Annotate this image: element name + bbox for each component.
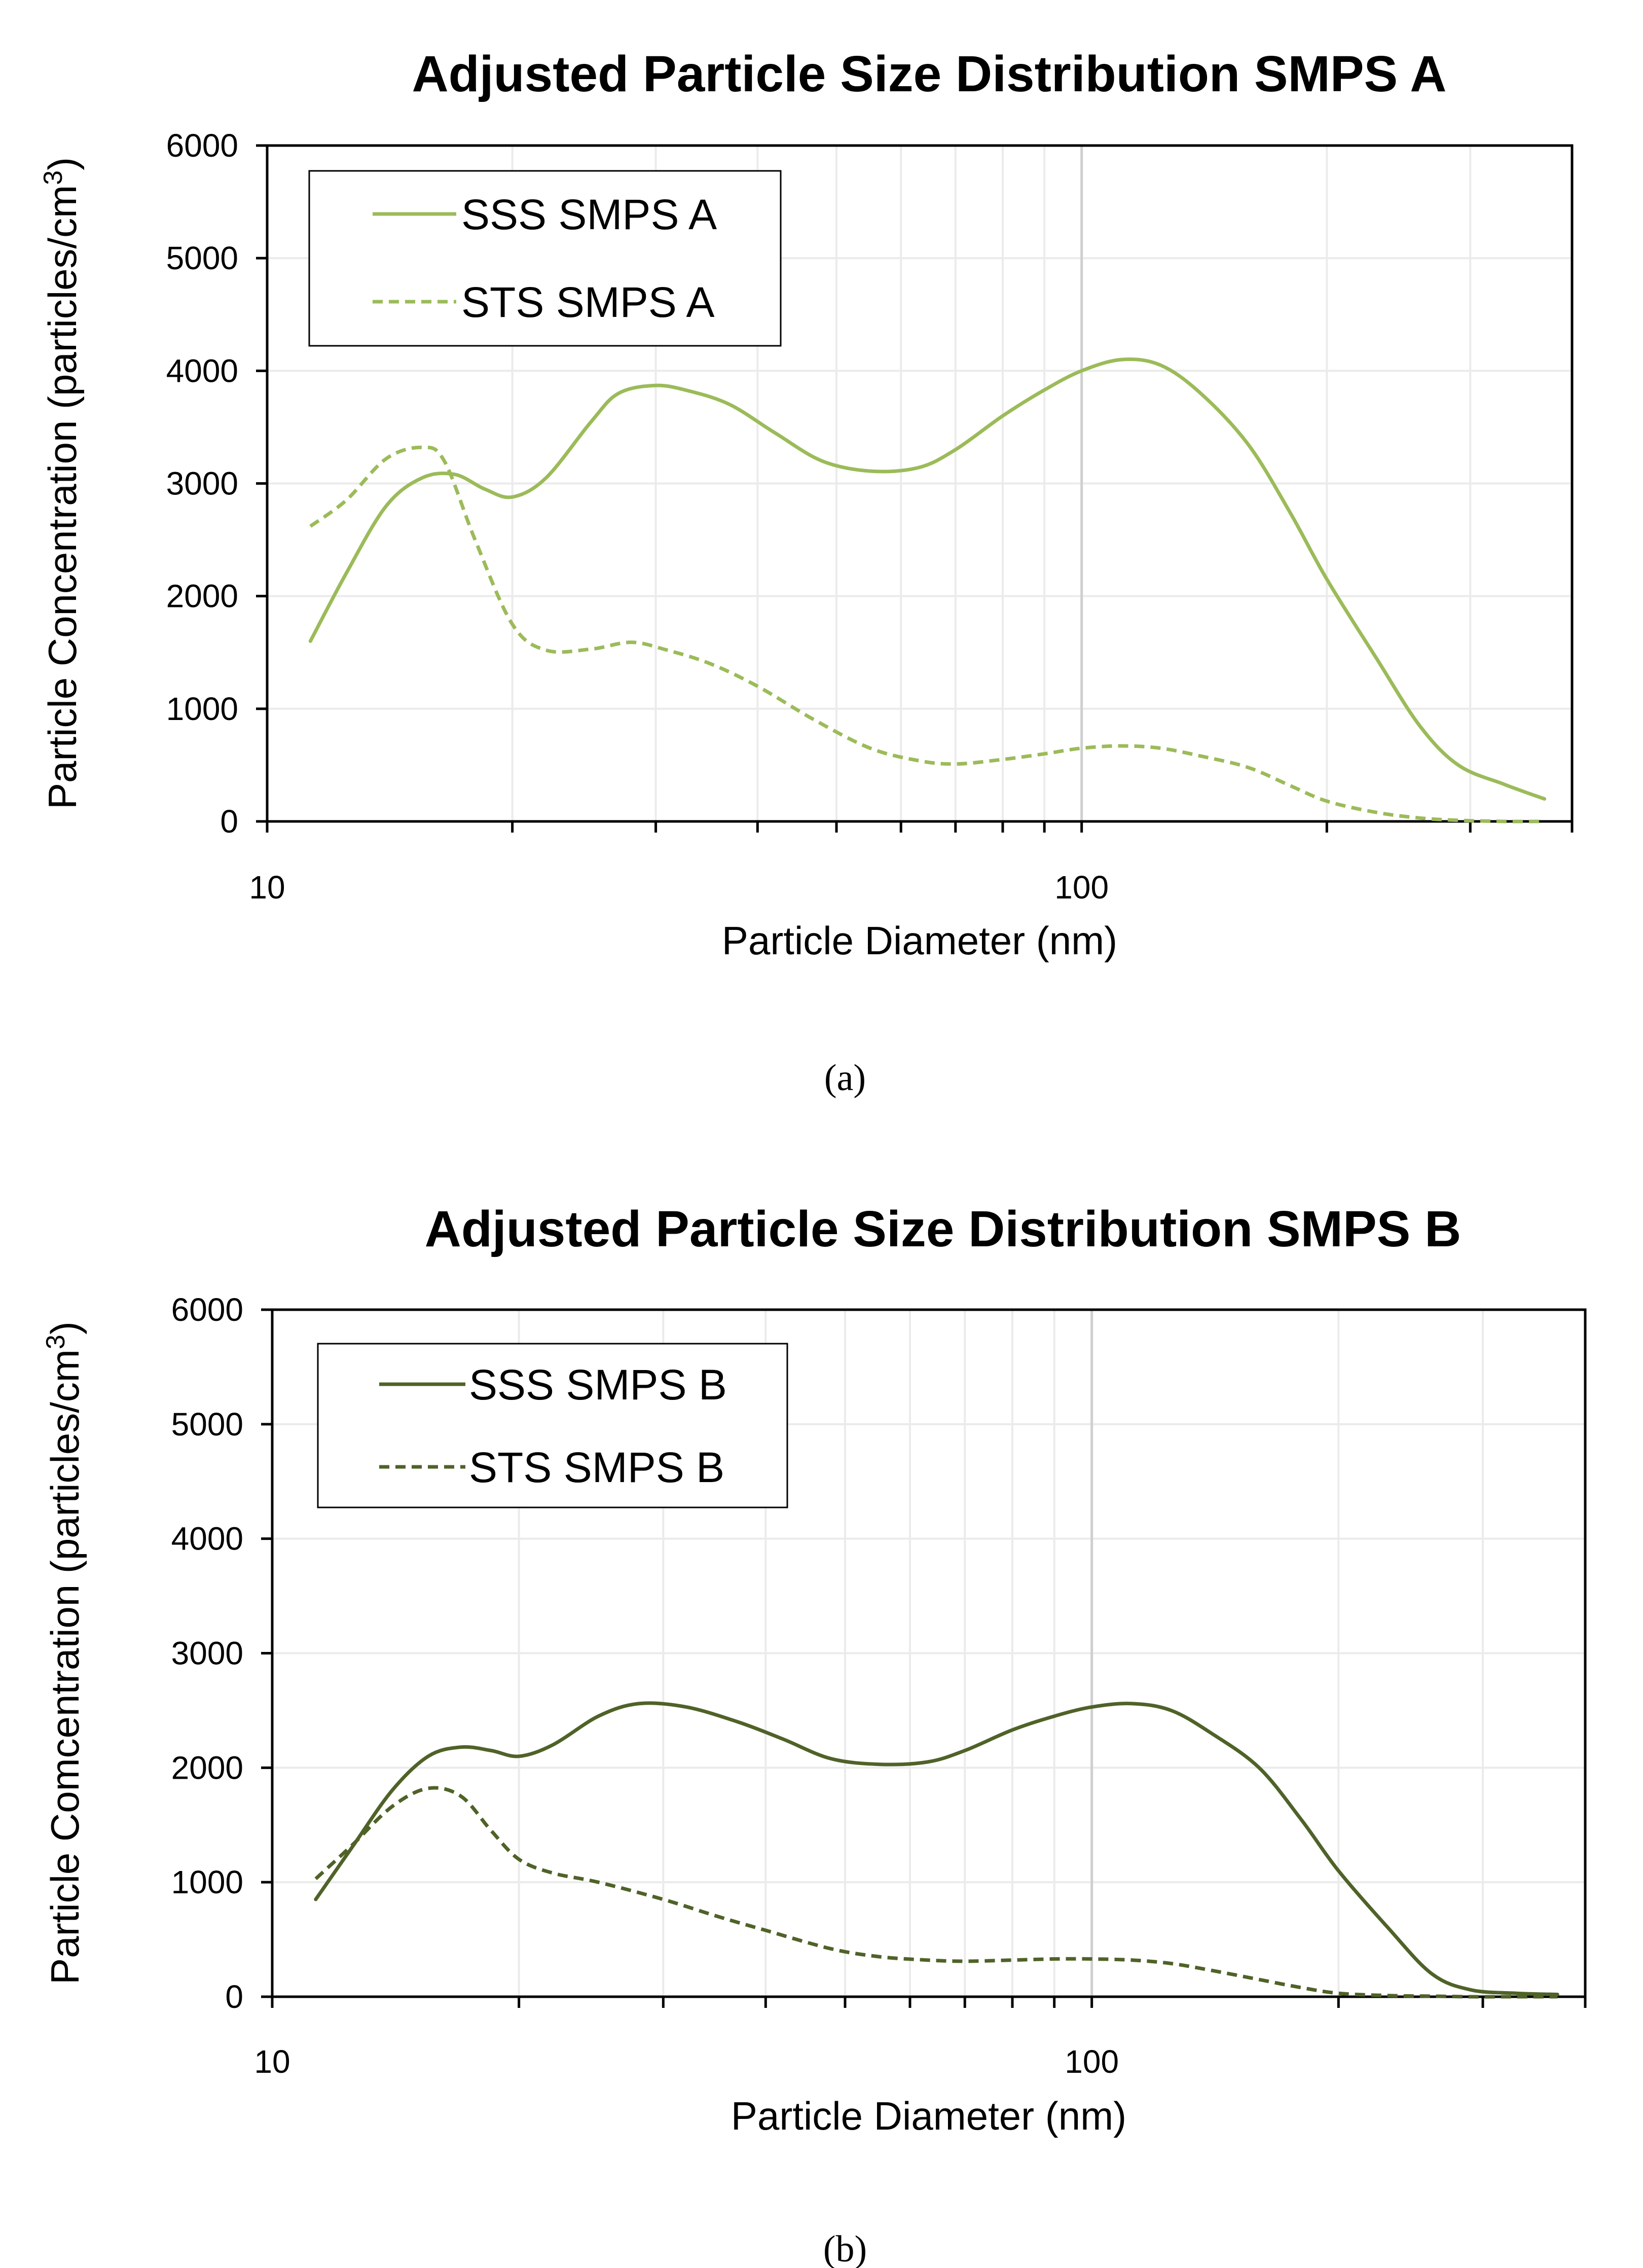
axis-ticks bbox=[261, 1308, 1587, 2008]
x-axis-label: Particle Diameter (nm) bbox=[722, 918, 1117, 963]
y-tick-labels: 0 1000 2000 3000 4000 5000 6000 bbox=[166, 127, 238, 840]
axis-ticks bbox=[256, 144, 1574, 833]
y-tick-label: 6000 bbox=[166, 127, 238, 164]
legend-box bbox=[308, 170, 782, 347]
chart-title: Adjusted Particle Size Distribution SMPS… bbox=[412, 46, 1446, 102]
x-tick-labels: 10 100 bbox=[254, 2043, 1119, 2080]
y-axis-label: Particle Comcentration (particles/cm3) bbox=[41, 1321, 87, 1985]
x-tick-labels: 10 100 bbox=[249, 869, 1109, 906]
x-tick-label: 100 bbox=[1054, 869, 1109, 906]
y-tick-label: 3000 bbox=[166, 465, 238, 502]
y-tick-label: 1000 bbox=[171, 1864, 243, 1900]
legend-label: STS SMPS B bbox=[469, 1444, 724, 1491]
y-axis-label: Particle Concentration (particles/cm3) bbox=[39, 157, 85, 809]
series-line-dashed bbox=[309, 445, 1545, 823]
y-tick-label: 2000 bbox=[166, 578, 238, 615]
legend: SSS SMPS B STS SMPS B bbox=[317, 1343, 788, 1508]
y-tick-labels: 0 1000 2000 3000 4000 5000 6000 bbox=[171, 1291, 243, 2015]
chart-a: Adjusted Particle Size Distribution SMPS… bbox=[39, 46, 1574, 1099]
y-tick-label: 0 bbox=[220, 803, 238, 840]
x-tick-label: 10 bbox=[249, 869, 285, 906]
chart-title: Adjusted Particle Size Distribution SMPS… bbox=[425, 1201, 1462, 1257]
legend: SSS SMPS A STS SMPS A bbox=[308, 170, 782, 347]
y-tick-label: 5000 bbox=[166, 240, 238, 276]
x-axis-label: Particle Diameter (nm) bbox=[731, 2094, 1126, 2138]
figure-caption: (b) bbox=[823, 2228, 867, 2268]
figure-caption: (a) bbox=[824, 1057, 866, 1099]
y-tick-label: 0 bbox=[225, 1978, 243, 2015]
y-tick-label: 5000 bbox=[171, 1406, 243, 1443]
y-tick-label: 1000 bbox=[166, 691, 238, 727]
legend-box bbox=[317, 1343, 788, 1508]
series-line-solid bbox=[308, 357, 1547, 801]
series-lines bbox=[308, 357, 1547, 823]
y-tick-label: 3000 bbox=[171, 1635, 243, 1672]
x-tick-label: 100 bbox=[1065, 2043, 1119, 2080]
legend-label: STS SMPS A bbox=[461, 278, 715, 326]
series-lines bbox=[314, 1701, 1559, 1999]
series-line-dashed bbox=[314, 1786, 1558, 1999]
y-tick-label: 4000 bbox=[166, 352, 238, 389]
y-tick-label: 2000 bbox=[171, 1749, 243, 1786]
y-tick-label: 6000 bbox=[171, 1291, 243, 1328]
y-tick-label: 4000 bbox=[171, 1521, 243, 1557]
x-tick-label: 10 bbox=[254, 2043, 290, 2080]
legend-label: SSS SMPS A bbox=[461, 191, 717, 238]
series-line-solid bbox=[314, 1701, 1559, 1996]
chart-b: Adjusted Particle Size Distribution SMPS… bbox=[41, 1201, 1587, 2268]
legend-label: SSS SMPS B bbox=[469, 1361, 727, 1409]
